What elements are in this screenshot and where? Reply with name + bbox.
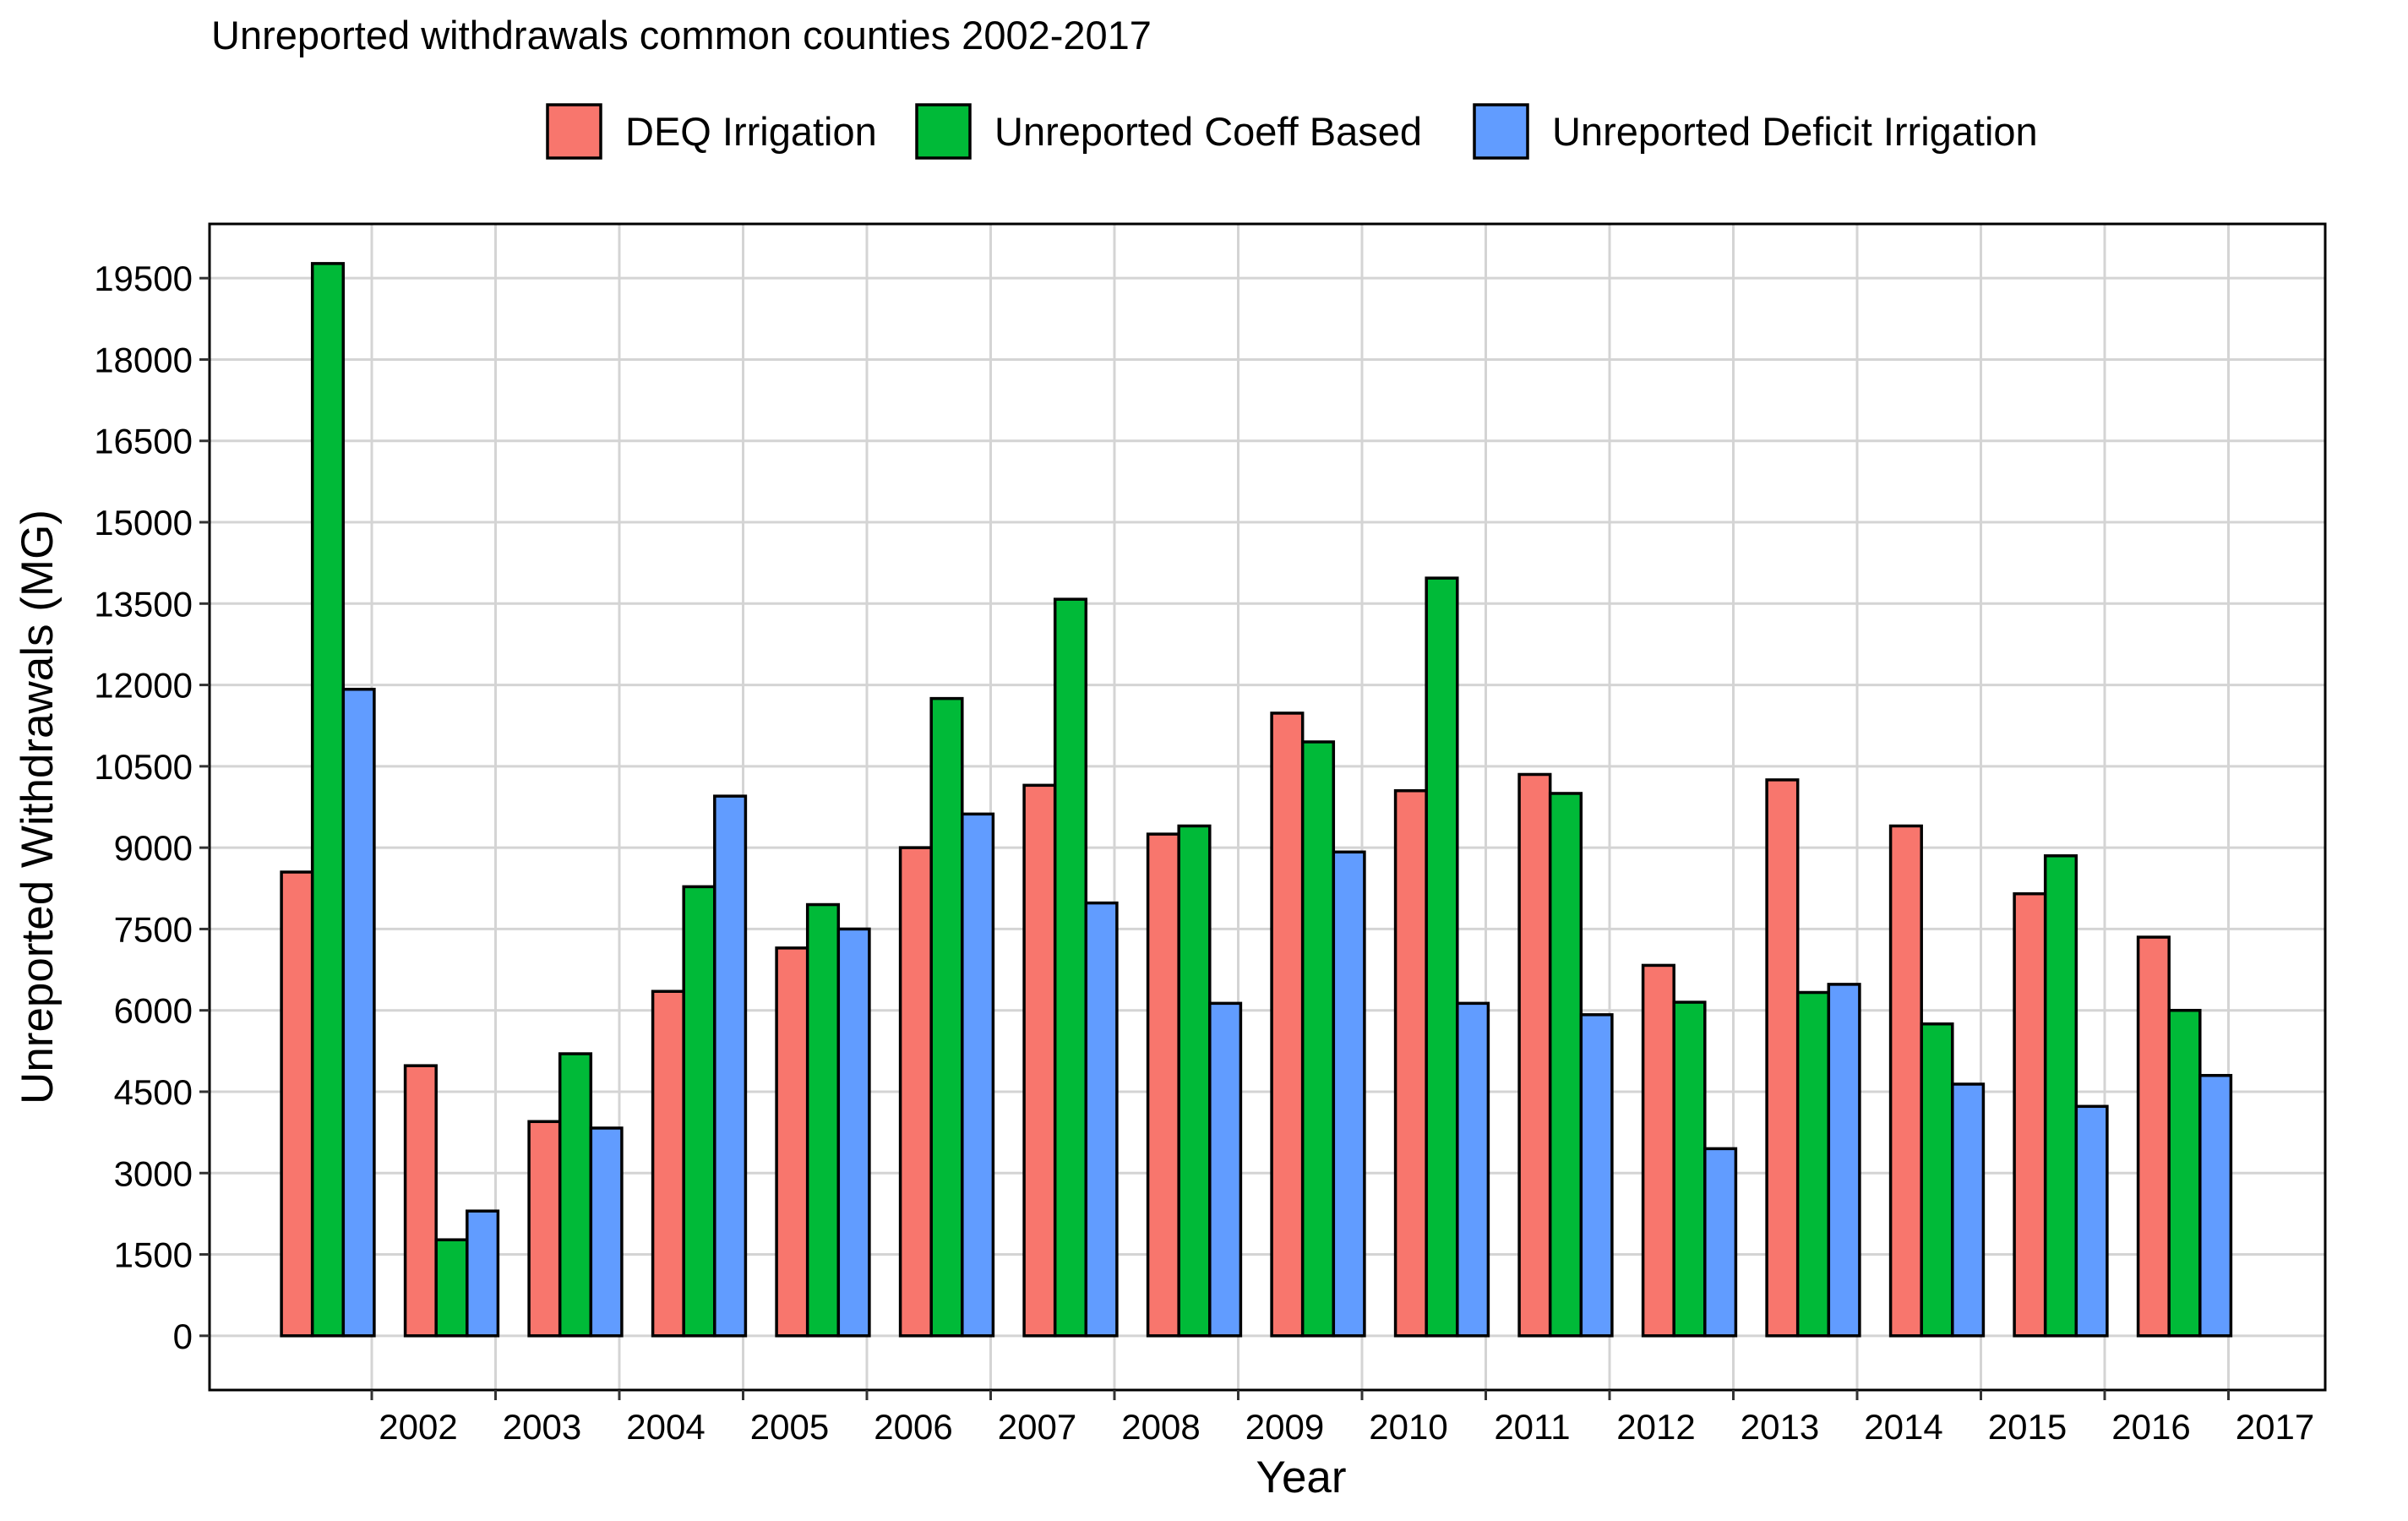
x-tick-label: 2011 bbox=[1494, 1407, 1570, 1447]
bar-deq-irrigation-2012 bbox=[1517, 772, 1552, 1338]
y-tick-label: 6000 bbox=[114, 991, 193, 1031]
bar-unreported-coeff-based-2006 bbox=[805, 902, 841, 1338]
x-tick-label: 2007 bbox=[998, 1407, 1076, 1447]
bar-unreported-deficit-irrigation-2011 bbox=[1456, 1001, 1490, 1338]
legend-swatch bbox=[915, 103, 972, 160]
bars bbox=[280, 262, 2233, 1338]
axis-ticks: 0 1500 3000 4500 6000 7500 9000 10500 12000 13500… bbox=[94, 259, 2314, 1447]
x-tick-label: 2006 bbox=[874, 1407, 952, 1447]
y-tick-label: 7500 bbox=[114, 909, 193, 949]
bar-deq-irrigation-2010 bbox=[1270, 711, 1305, 1338]
bar-unreported-coeff-based-2007 bbox=[929, 696, 964, 1338]
bar-deq-irrigation-2004 bbox=[527, 1120, 562, 1338]
y-tick-label: 18000 bbox=[94, 340, 193, 379]
bar-deq-irrigation-2013 bbox=[1641, 963, 1675, 1338]
bar-deq-irrigation-2005 bbox=[651, 989, 685, 1338]
bar-deq-irrigation-2008 bbox=[1022, 783, 1057, 1338]
bar-unreported-coeff-based-2008 bbox=[1053, 597, 1088, 1338]
bar-unreported-deficit-irrigation-2009 bbox=[1208, 1001, 1243, 1338]
gridlines bbox=[210, 224, 2325, 1390]
bar-deq-irrigation-2015 bbox=[1888, 824, 1923, 1338]
y-tick-label: 13500 bbox=[94, 584, 193, 624]
x-tick-label: 2009 bbox=[1245, 1407, 1324, 1447]
bar-unreported-deficit-irrigation-2014 bbox=[1827, 983, 1861, 1338]
x-tick-label: 2014 bbox=[1864, 1407, 1942, 1447]
legend-label: Unreported Deficit Irrigation bbox=[1552, 109, 2038, 154]
bar-unreported-deficit-irrigation-2007 bbox=[961, 812, 995, 1338]
x-tick-label: 2004 bbox=[626, 1407, 705, 1447]
bar-unreported-deficit-irrigation-2008 bbox=[1084, 901, 1119, 1338]
bar-unreported-coeff-based-2014 bbox=[1795, 990, 1831, 1338]
bar-unreported-coeff-based-2013 bbox=[1672, 1000, 1707, 1338]
bar-unreported-deficit-irrigation-2012 bbox=[1579, 1013, 1614, 1338]
bar-unreported-coeff-based-2010 bbox=[1300, 740, 1336, 1338]
x-axis-title: Year bbox=[1256, 1453, 1346, 1502]
y-tick-label: 15000 bbox=[94, 503, 193, 542]
x-tick-label: 2002 bbox=[379, 1407, 457, 1447]
legend: DEQ Irrigation Unreported Coeff Based Unre… bbox=[546, 103, 2038, 160]
x-tick-label: 2008 bbox=[1121, 1407, 1200, 1447]
legend-label: DEQ Irrigation bbox=[625, 109, 877, 154]
y-tick-label: 1500 bbox=[114, 1235, 193, 1275]
bar-unreported-deficit-irrigation-2017 bbox=[2198, 1073, 2233, 1338]
x-tick-label: 2003 bbox=[503, 1407, 581, 1447]
bar-unreported-deficit-irrigation-2013 bbox=[1703, 1147, 1738, 1338]
y-axis-title: Unreported Withdrawals (MG) bbox=[13, 510, 63, 1104]
bar-unreported-deficit-irrigation-2006 bbox=[836, 927, 871, 1338]
bar-unreported-coeff-based-2015 bbox=[1920, 1022, 1954, 1338]
bar-deq-irrigation-2007 bbox=[898, 846, 933, 1338]
bar-deq-irrigation-2014 bbox=[1765, 778, 1800, 1338]
bar-unreported-coeff-based-2011 bbox=[1425, 576, 1459, 1338]
bar-deq-irrigation-2017 bbox=[2136, 935, 2171, 1338]
y-tick-label: 3000 bbox=[114, 1153, 193, 1193]
bar-deq-irrigation-2016 bbox=[2013, 891, 2047, 1338]
x-tick-label: 2016 bbox=[2111, 1407, 2190, 1447]
legend-swatch bbox=[546, 103, 602, 160]
y-tick-label: 19500 bbox=[94, 259, 193, 298]
bar-deq-irrigation-2006 bbox=[775, 946, 809, 1338]
x-tick-label: 2013 bbox=[1741, 1407, 1819, 1447]
x-tick-label: 2005 bbox=[750, 1407, 829, 1447]
bar-deq-irrigation-2003 bbox=[403, 1064, 438, 1338]
bar-unreported-coeff-based-2009 bbox=[1177, 824, 1212, 1338]
y-tick-label: 10500 bbox=[94, 747, 193, 787]
y-tick-label: 16500 bbox=[94, 422, 193, 461]
bar-unreported-coeff-based-2016 bbox=[2043, 854, 2078, 1338]
bar-deq-irrigation-2002 bbox=[280, 870, 314, 1338]
bar-unreported-deficit-irrigation-2002 bbox=[341, 687, 376, 1338]
bar-unreported-coeff-based-2017 bbox=[2167, 1008, 2202, 1338]
x-tick-label: 2010 bbox=[1369, 1407, 1447, 1447]
legend-label: Unreported Coeff Based bbox=[994, 109, 1422, 154]
x-tick-label: 2015 bbox=[1988, 1407, 2067, 1447]
bar-unreported-coeff-based-2002 bbox=[310, 262, 346, 1338]
y-tick-label: 9000 bbox=[114, 828, 193, 868]
bar-unreported-deficit-irrigation-2005 bbox=[713, 794, 748, 1338]
bar-unreported-deficit-irrigation-2003 bbox=[466, 1209, 500, 1338]
x-tick-label: 2017 bbox=[2236, 1407, 2314, 1447]
bar-unreported-deficit-irrigation-2015 bbox=[1951, 1082, 1986, 1338]
bar-unreported-coeff-based-2012 bbox=[1548, 792, 1583, 1338]
bar-unreported-coeff-based-2005 bbox=[682, 885, 716, 1338]
bar-unreported-deficit-irrigation-2016 bbox=[2074, 1104, 2109, 1338]
bar-unreported-coeff-based-2003 bbox=[434, 1238, 469, 1338]
x-tick-label: 2012 bbox=[1616, 1407, 1695, 1447]
bar-unreported-deficit-irrigation-2010 bbox=[1332, 850, 1366, 1338]
bar-unreported-coeff-based-2004 bbox=[558, 1052, 593, 1338]
y-tick-label: 12000 bbox=[94, 666, 193, 706]
bar-unreported-deficit-irrigation-2004 bbox=[589, 1126, 624, 1338]
y-tick-label: 0 bbox=[173, 1317, 193, 1356]
y-tick-label: 4500 bbox=[114, 1072, 193, 1112]
legend-swatch bbox=[1473, 103, 1529, 160]
bar-deq-irrigation-2009 bbox=[1146, 832, 1180, 1338]
plot-panel-border bbox=[208, 222, 2327, 1392]
bar-deq-irrigation-2011 bbox=[1393, 788, 1428, 1338]
chart-title: Unreported withdrawals common counties 2… bbox=[211, 13, 1152, 57]
